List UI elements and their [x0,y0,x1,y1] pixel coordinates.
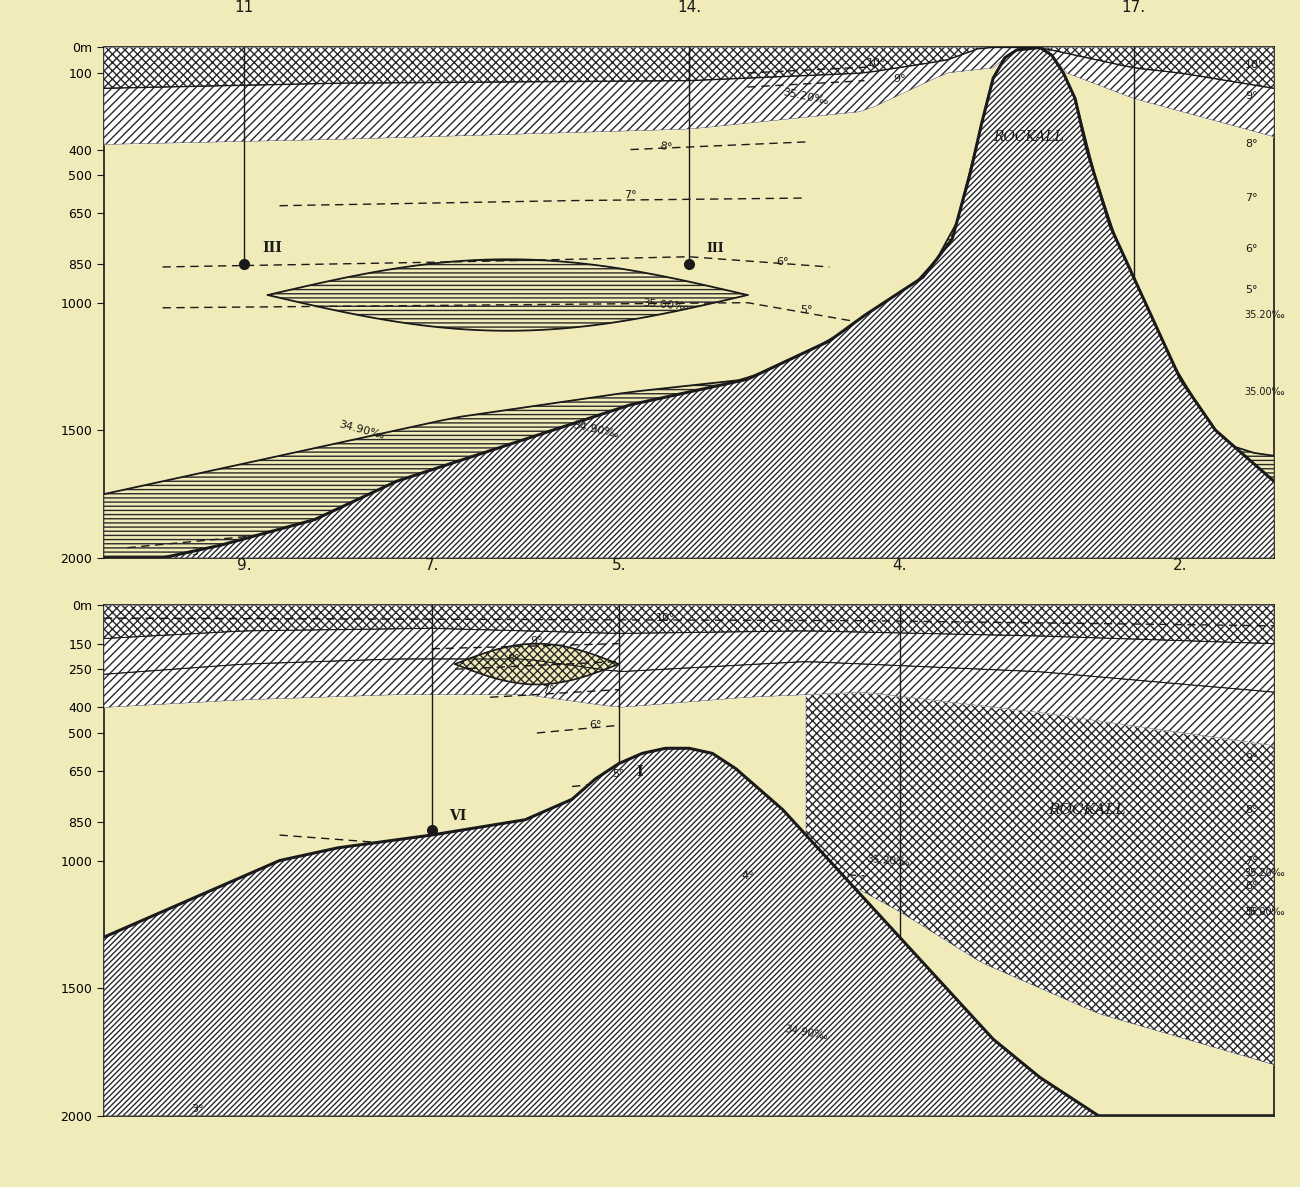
Polygon shape [455,643,619,685]
Text: 9°: 9° [1245,754,1257,763]
Text: 11: 11 [235,0,254,14]
Text: 5°: 5° [800,305,812,316]
Text: 10°: 10° [656,614,676,623]
Text: 34.90‰: 34.90‰ [784,1023,828,1041]
Text: I: I [637,766,644,780]
Text: 8°: 8° [1245,139,1257,150]
Text: 6°: 6° [776,256,789,267]
Text: 9°: 9° [1245,91,1257,101]
Text: 9°: 9° [893,75,906,84]
Text: 10°: 10° [866,58,887,68]
Text: 5°: 5° [1245,907,1257,916]
Text: 7.: 7. [424,558,439,572]
Text: 17.: 17. [1122,0,1145,14]
Text: 9°: 9° [530,636,543,646]
Text: 5.: 5. [611,558,627,572]
Text: 10°: 10° [1245,61,1264,70]
Text: 6°: 6° [1245,245,1257,254]
Text: 6°: 6° [1245,881,1257,891]
Text: 35.20‰: 35.20‰ [1245,311,1286,320]
Text: 7°: 7° [624,190,637,201]
Text: 35.00‰: 35.00‰ [1245,387,1286,396]
Text: 14.: 14. [677,0,701,14]
Text: 4°: 4° [741,871,754,881]
Polygon shape [104,47,1274,88]
Text: 35.20‰: 35.20‰ [783,88,829,107]
Text: ROCKALL: ROCKALL [993,129,1063,144]
Text: III: III [707,242,724,255]
Text: 8°: 8° [1245,805,1257,814]
Text: 2.: 2. [1173,558,1188,572]
Polygon shape [104,47,1274,558]
Polygon shape [104,628,1274,692]
Text: 3°: 3° [191,1104,204,1115]
Text: 35.00‰: 35.00‰ [642,298,689,312]
Polygon shape [104,47,1274,558]
Polygon shape [104,659,1274,745]
Text: 7°: 7° [1245,193,1257,203]
Polygon shape [104,605,1274,643]
Text: VI: VI [450,808,467,823]
Text: 8°: 8° [507,654,520,664]
Text: 4.: 4. [892,558,907,572]
Text: 7°: 7° [542,685,555,694]
Polygon shape [619,748,876,912]
Text: 35.20‰: 35.20‰ [1245,869,1286,878]
Polygon shape [268,259,748,331]
Text: ROCKALL: ROCKALL [1048,802,1126,817]
Text: 5°: 5° [1245,285,1257,294]
Text: 8°: 8° [659,141,672,152]
Text: 34.90‰: 34.90‰ [572,420,619,440]
Text: 3°: 3° [191,546,204,557]
Text: 34.90‰: 34.90‰ [338,419,385,442]
Text: 35.00‰: 35.00‰ [1245,907,1286,916]
Polygon shape [104,748,1274,1116]
Text: 35.20‰: 35.20‰ [866,853,910,868]
Text: 6°: 6° [589,721,602,730]
Polygon shape [104,47,1274,145]
Text: III: III [263,241,282,255]
Text: 9.: 9. [237,558,252,572]
Text: 7°: 7° [1245,856,1257,865]
Polygon shape [806,605,1274,1065]
Text: 5°: 5° [612,769,625,779]
